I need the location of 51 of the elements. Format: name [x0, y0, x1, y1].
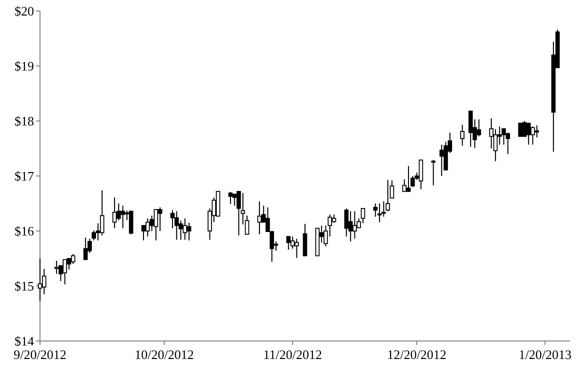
candlestick [439, 144, 444, 176]
candlestick [530, 126, 535, 146]
y-tick-label: $17 [14, 168, 34, 184]
candlestick [294, 238, 299, 258]
x-tick-label: 9/20/2012 [14, 347, 66, 362]
candlestick [418, 160, 424, 190]
candlestick [141, 225, 146, 241]
y-tick-label: $14 [14, 334, 34, 349]
candlestick [128, 210, 134, 235]
y-tick-label: $16 [14, 224, 34, 239]
candlestick [182, 218, 188, 240]
candlestick [70, 254, 76, 264]
candlestick [534, 124, 540, 138]
candlestick [360, 208, 366, 224]
candlestick [112, 196, 117, 229]
candlestick [476, 118, 482, 137]
x-tick-label: 1/20/2013 [518, 347, 572, 362]
candlestick [302, 223, 308, 256]
candlestick [232, 194, 237, 206]
candlestick [236, 190, 241, 236]
candlestick [506, 132, 510, 154]
candlestick [62, 259, 67, 285]
candlestick [228, 191, 233, 205]
candlestick [460, 124, 464, 146]
candlestick [377, 203, 382, 223]
candlestick [83, 237, 88, 260]
y-tick-label: $20 [14, 4, 34, 19]
candlestick [54, 260, 59, 274]
x-tick-label: 11/20/2012 [263, 347, 322, 362]
candlestick [186, 222, 192, 241]
y-tick-label: $15 [14, 278, 34, 294]
candlestick [158, 206, 162, 232]
candlestick [146, 218, 150, 237]
candlestick [257, 200, 262, 235]
candlestick [406, 166, 411, 192]
x-tick-label: 12/20/2012 [387, 347, 446, 362]
candlestick [286, 236, 291, 250]
candlestick [66, 258, 72, 270]
candlestick [431, 160, 436, 186]
candlestick [154, 209, 158, 241]
candlestick [120, 205, 125, 229]
x-tick-label: 10/20/2012 [134, 347, 194, 362]
candlestick [352, 210, 357, 240]
candlestick [38, 258, 42, 302]
candlestick [174, 210, 179, 240]
candlestick [518, 122, 522, 137]
candlestick [348, 210, 353, 242]
candlestick [468, 110, 473, 148]
candlestick [526, 122, 531, 146]
y-tick-label: $18 [14, 114, 34, 129]
y-tick-label: $19 [14, 58, 34, 74]
